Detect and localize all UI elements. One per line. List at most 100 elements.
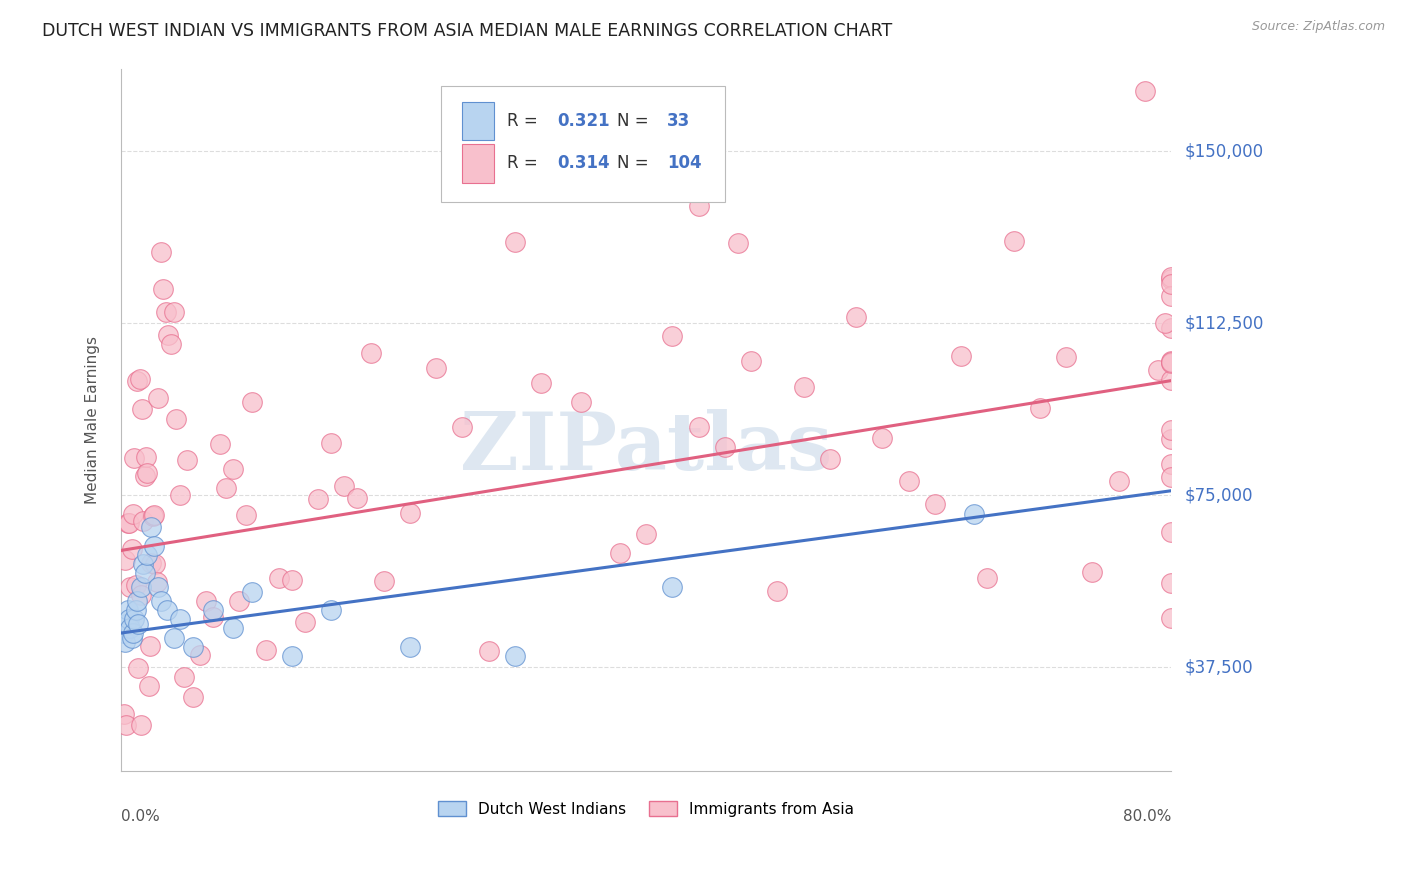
Legend: Dutch West Indians, Immigrants from Asia: Dutch West Indians, Immigrants from Asia [432, 795, 860, 822]
Point [254, 642, 277, 657]
Text: R =: R = [506, 154, 543, 172]
Point [114, 635, 136, 649]
Text: 0.314: 0.314 [557, 154, 610, 172]
Point [115, 616, 138, 631]
Point [281, 573, 304, 587]
Point [122, 507, 145, 521]
Point [1160, 611, 1182, 625]
Point [176, 452, 198, 467]
Point [222, 622, 245, 636]
Point [195, 594, 218, 608]
Point [169, 488, 191, 502]
Point [963, 507, 986, 521]
Point [134, 468, 156, 483]
Point [1160, 289, 1182, 303]
Point [399, 506, 422, 520]
Point [173, 670, 195, 684]
Text: 33: 33 [668, 112, 690, 130]
Point [1160, 270, 1182, 285]
Point [202, 609, 225, 624]
Text: R =: R = [506, 112, 543, 130]
Point [124, 603, 146, 617]
Point [1160, 355, 1182, 369]
Point [478, 643, 501, 657]
Point [149, 594, 172, 608]
Text: $37,500: $37,500 [1185, 658, 1254, 676]
Point [146, 391, 169, 405]
Point [1160, 373, 1182, 387]
Point [924, 498, 946, 512]
Point [267, 571, 290, 585]
Point [1160, 525, 1182, 540]
Point [688, 419, 710, 434]
Point [122, 450, 145, 465]
Point [117, 603, 139, 617]
Point [145, 574, 167, 589]
Point [118, 612, 141, 626]
Point [136, 548, 159, 562]
Point [897, 475, 920, 489]
Point [157, 327, 180, 342]
Point [120, 622, 142, 636]
Point [132, 557, 155, 571]
Point [142, 509, 165, 524]
Point [503, 235, 526, 249]
Point [165, 412, 187, 426]
Point [845, 310, 868, 325]
Point [112, 706, 135, 721]
Point [146, 580, 169, 594]
Text: $112,500: $112,500 [1185, 314, 1264, 332]
Point [569, 394, 592, 409]
Point [188, 648, 211, 662]
Point [1081, 566, 1104, 580]
Point [125, 594, 148, 608]
Point [1160, 356, 1182, 370]
Point [818, 451, 841, 466]
Point [451, 419, 474, 434]
Point [766, 584, 789, 599]
Point [143, 557, 166, 571]
Point [333, 479, 356, 493]
Point [156, 603, 179, 617]
Point [235, 508, 257, 522]
Point [208, 436, 231, 450]
Point [120, 581, 142, 595]
Point [1108, 474, 1130, 488]
Text: 0.0%: 0.0% [121, 809, 160, 824]
FancyBboxPatch shape [463, 102, 494, 141]
Point [155, 305, 177, 319]
Point [136, 467, 159, 481]
FancyBboxPatch shape [463, 144, 494, 183]
Point [294, 615, 316, 629]
Text: $150,000: $150,000 [1185, 142, 1264, 161]
Point [222, 462, 245, 476]
Point [281, 648, 304, 663]
Point [425, 361, 447, 376]
Point [661, 329, 683, 343]
Text: 0.321: 0.321 [557, 112, 610, 130]
Point [976, 571, 998, 585]
Point [727, 235, 749, 250]
Point [169, 612, 191, 626]
Point [1153, 316, 1175, 330]
Point [142, 508, 165, 522]
Point [160, 337, 183, 351]
Point [135, 450, 157, 464]
Point [121, 541, 143, 556]
Point [129, 589, 152, 603]
Point [714, 440, 737, 454]
Point [129, 580, 152, 594]
Point [636, 527, 658, 541]
Point [503, 648, 526, 663]
Point [1147, 363, 1170, 377]
Point [141, 520, 163, 534]
Point [122, 626, 145, 640]
Text: N =: N = [617, 154, 654, 172]
Point [661, 580, 683, 594]
Point [609, 546, 631, 560]
Point [117, 516, 139, 530]
Point [950, 349, 973, 363]
Point [740, 354, 762, 368]
Point [872, 432, 894, 446]
Point [1160, 457, 1182, 471]
